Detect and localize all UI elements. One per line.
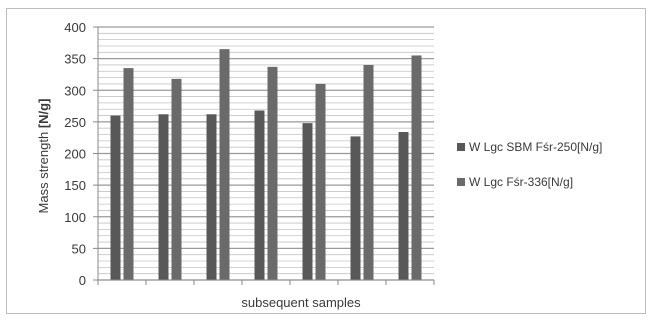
bar-series-2 bbox=[363, 64, 374, 280]
x-axis-title: subsequent samples bbox=[241, 295, 361, 310]
y-tick-label: 400 bbox=[64, 20, 86, 35]
bar-series-2 bbox=[171, 78, 182, 281]
bar-series-1 bbox=[302, 123, 313, 280]
y-axis-title-unit: [N/g] bbox=[36, 99, 51, 129]
y-tick-label: 200 bbox=[64, 147, 86, 162]
legend: W Lgc SBM Fśr-250[N/g] W Lgc Fśr-336[N/g] bbox=[457, 140, 602, 189]
bar-series-2 bbox=[267, 66, 278, 280]
bar-chart: 0 50 100 150 200 250 300 350 400 Mass strength [… bbox=[36, 20, 602, 310]
y-tick-label: 150 bbox=[64, 178, 86, 193]
bar-series-1 bbox=[254, 110, 265, 281]
y-axis-ticks: 0 50 100 150 200 250 300 350 400 bbox=[64, 20, 86, 288]
y-tick-label: 0 bbox=[79, 273, 86, 288]
axes bbox=[93, 26, 435, 285]
legend-label: W Lgc SBM Fśr-250[N/g] bbox=[469, 140, 602, 154]
chart-frame: 0 50 100 150 200 250 300 350 400 Mass strength [… bbox=[6, 8, 646, 314]
bar-series-2 bbox=[315, 83, 326, 280]
y-tick-label: 350 bbox=[64, 52, 86, 67]
y-tick-label: 300 bbox=[64, 83, 86, 98]
bar-series-1 bbox=[206, 114, 217, 280]
bar-series-1 bbox=[110, 115, 121, 280]
y-tick-label: 50 bbox=[72, 241, 86, 256]
bar-series-1 bbox=[158, 114, 169, 280]
bar-series-2 bbox=[411, 55, 422, 281]
y-tick-label: 100 bbox=[64, 210, 86, 225]
y-axis-title: Mass strength [N/g] bbox=[36, 99, 51, 214]
bar-series-1 bbox=[350, 136, 361, 280]
legend-label: W Lgc Fśr-336[N/g] bbox=[469, 175, 573, 189]
bar-series-2 bbox=[219, 49, 230, 281]
legend-swatch bbox=[457, 143, 465, 151]
legend-swatch bbox=[457, 178, 465, 186]
y-axis-title-main: Mass strength bbox=[36, 128, 51, 213]
bars bbox=[110, 49, 422, 281]
gridlines bbox=[98, 26, 434, 281]
bar-series-1 bbox=[398, 131, 409, 280]
bar-series-2 bbox=[123, 68, 134, 280]
y-tick-label: 250 bbox=[64, 115, 86, 130]
